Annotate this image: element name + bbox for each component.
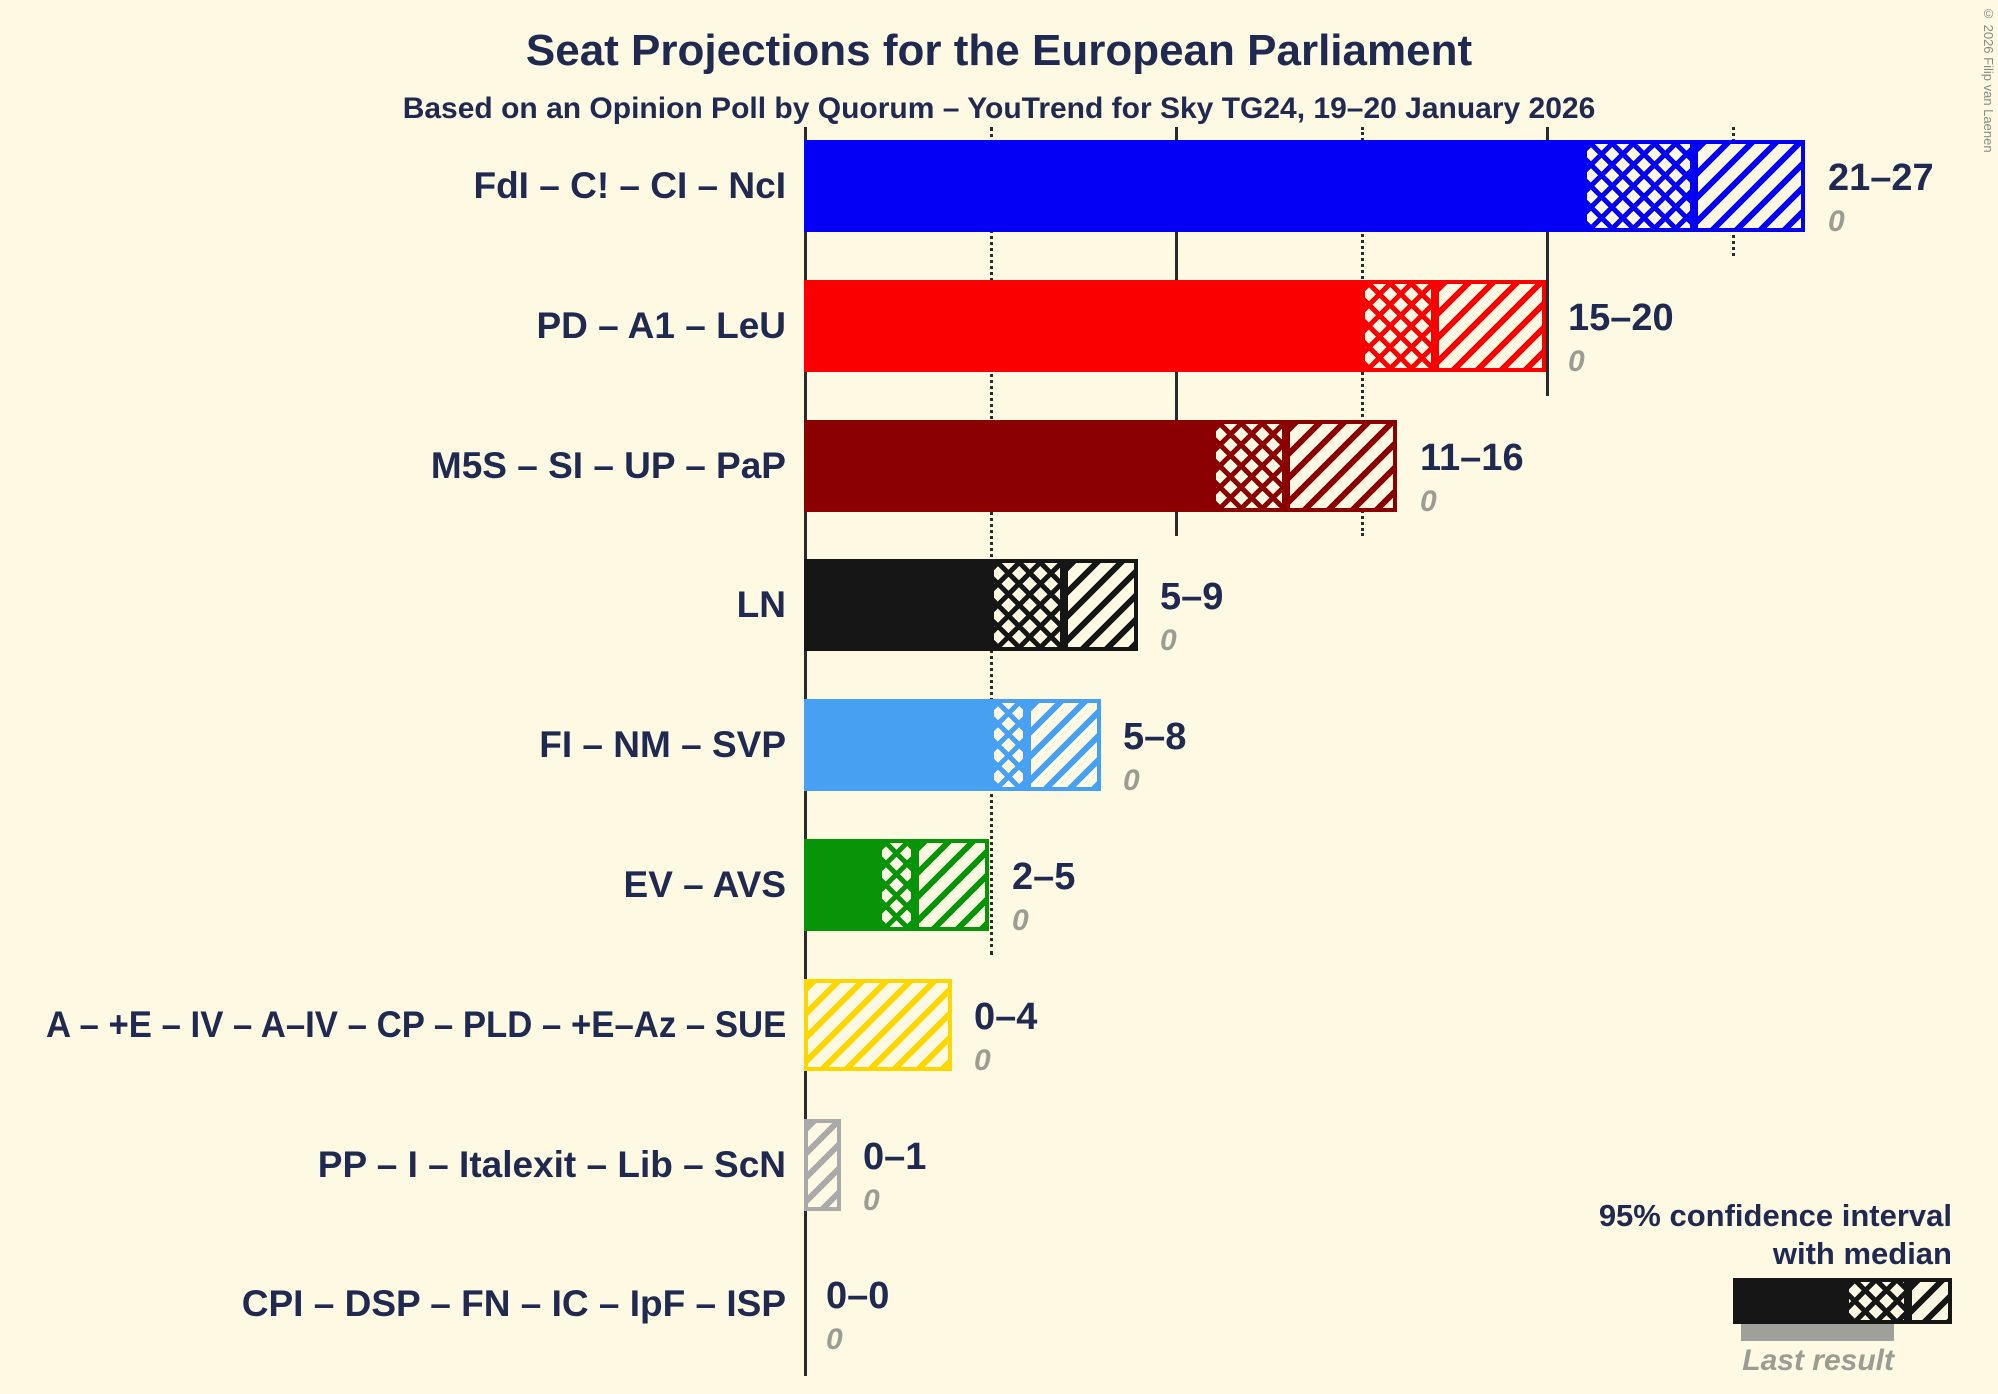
last-result-value: 0: [1568, 345, 1585, 378]
bar-segment-ci-diagonal: [1435, 280, 1546, 372]
range-label: 5–8: [1123, 716, 1187, 758]
bar: [804, 1119, 841, 1211]
bar-segment-solid: [804, 559, 990, 651]
last-result-value: 0: [1123, 764, 1140, 797]
row-label: PD – A1 – LeU: [536, 305, 787, 346]
bar-segment-ci-diagonal: [804, 1119, 841, 1211]
last-result-value: 0: [1420, 485, 1437, 518]
chart-title: Seat Projections for the European Parlia…: [525, 26, 1473, 75]
row-label: CPI – DSP – FN – IC – IpF – ISP: [241, 1283, 786, 1324]
range-label: 2–5: [1012, 856, 1076, 898]
legend-diagonal-segment: [1908, 1278, 1952, 1324]
legend-ci-sample-bar: [1733, 1278, 1952, 1324]
bar-segment-solid: [804, 420, 1212, 512]
bar-segment-ci-diagonal: [804, 979, 952, 1071]
range-label: 15–20: [1568, 297, 1674, 339]
bar-segment-solid: [804, 280, 1361, 372]
bar: [804, 140, 1805, 232]
bar-segment-ci-crosshatch: [1361, 280, 1435, 372]
bar-segment-solid: [804, 140, 1583, 232]
last-result-value: 0: [974, 1044, 991, 1077]
legend-last-result-bar: [1741, 1324, 1894, 1341]
bar-segment-ci-crosshatch: [878, 839, 915, 931]
bar: [804, 839, 989, 931]
legend-solid-segment: [1733, 1278, 1845, 1324]
last-result-value: 0: [1828, 205, 1845, 238]
range-label: 0–0: [826, 1275, 890, 1317]
bar-segment-solid: [804, 839, 878, 931]
row-label: M5S – SI – UP – PaP: [430, 445, 786, 486]
range-label: 0–4: [974, 996, 1038, 1038]
bar: [804, 979, 952, 1071]
last-result-value: 0: [863, 1184, 880, 1217]
bar: [804, 699, 1101, 791]
legend-crosshatch-segment: [1845, 1278, 1908, 1324]
bar-segment-ci-crosshatch: [990, 699, 1027, 791]
range-label: 11–16: [1420, 437, 1524, 479]
bar-segment-ci-diagonal: [1286, 420, 1397, 512]
bar-segment-ci-crosshatch: [1583, 140, 1694, 232]
row-label: A – +E – IV – A–IV – CP – PLD – +E–Az – …: [45, 1004, 786, 1045]
copyright-notice: © 2026 Filip van Laenen: [1981, 6, 1996, 153]
bar: [804, 420, 1397, 512]
legend-last-result-label: Last result: [1742, 1344, 1894, 1377]
range-label: 0–1: [863, 1136, 927, 1178]
bar-segment-ci-crosshatch: [990, 559, 1064, 651]
row-label: PP – I – Italexit – Lib – ScN: [317, 1144, 786, 1185]
range-label: 21–27: [1828, 157, 1934, 199]
row-label: LN: [736, 584, 786, 625]
row-label: FI – NM – SVP: [539, 724, 786, 765]
bar-segment-ci-diagonal: [1027, 699, 1101, 791]
bar-segment-ci-diagonal: [1064, 559, 1138, 651]
bar-segment-solid: [804, 699, 990, 791]
gridline-5: [989, 127, 993, 955]
last-result-value: 0: [1160, 624, 1177, 657]
gridline-20: [1546, 127, 1549, 396]
bar-segment-ci-crosshatch: [1212, 420, 1286, 512]
bar-segment-ci-diagonal: [915, 839, 989, 931]
legend-ci-label-line1: 95% confidence interval: [1598, 1198, 1952, 1233]
last-result-value: 0: [826, 1323, 843, 1356]
row-label: FdI – C! – CI – NcI: [473, 165, 786, 206]
bar: [804, 559, 1138, 651]
last-result-value: 0: [1012, 904, 1029, 937]
bar: [804, 280, 1546, 372]
legend-ci-label-line2: with median: [1772, 1236, 1952, 1271]
range-label: 5–9: [1160, 576, 1224, 618]
row-label: EV – AVS: [623, 864, 786, 905]
bar-segment-ci-diagonal: [1694, 140, 1805, 232]
chart-subtitle: Based on an Opinion Poll by Quorum – You…: [402, 92, 1596, 125]
